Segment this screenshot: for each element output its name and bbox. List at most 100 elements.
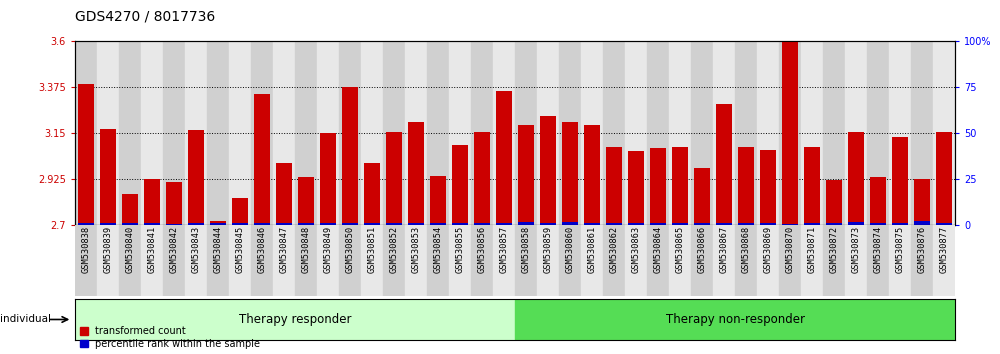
Bar [361,225,383,296]
Bar [603,41,625,225]
Text: individual: individual [0,314,51,325]
Text: GSM530842: GSM530842 [170,226,178,273]
Bar [870,177,886,225]
Bar [298,177,314,225]
Text: GSM530856: GSM530856 [478,226,486,273]
Bar [540,116,556,225]
Bar [713,225,735,296]
Text: GSM530877: GSM530877 [940,226,948,273]
Bar [625,41,647,225]
Bar [625,225,647,296]
Text: GSM530863: GSM530863 [632,226,640,273]
Text: GSM530876: GSM530876 [918,226,926,273]
Bar [628,223,644,225]
Bar [474,132,490,225]
Bar [166,224,182,225]
Bar [537,225,559,296]
Bar [232,223,248,225]
Bar [823,41,845,225]
Text: GSM530865: GSM530865 [676,226,684,273]
Bar [933,41,955,225]
Bar [185,41,207,225]
Bar [452,223,468,225]
Bar [823,225,845,296]
Text: GSM530855: GSM530855 [456,226,464,273]
Text: GSM530850: GSM530850 [346,226,354,273]
Bar [339,41,361,225]
Text: GSM530848: GSM530848 [302,226,310,273]
Bar [166,182,182,225]
Text: GSM530845: GSM530845 [236,226,244,273]
Bar [122,194,138,225]
Bar [254,94,270,225]
Bar [317,41,339,225]
Bar [911,41,933,225]
Bar [496,91,512,225]
Legend: transformed count, percentile rank within the sample: transformed count, percentile rank withi… [80,326,260,349]
Text: Therapy non-responder: Therapy non-responder [666,313,804,326]
Bar [867,225,889,296]
Bar [738,147,754,225]
Bar [716,223,732,225]
Bar [97,41,119,225]
Text: GSM530840: GSM530840 [126,226,134,273]
Bar [782,224,798,225]
Bar [254,223,270,225]
Bar [628,151,644,225]
Bar [559,41,581,225]
Bar [691,225,713,296]
Bar [276,223,292,225]
Bar [75,299,515,340]
Bar [210,221,226,225]
Bar [386,223,402,225]
Bar [672,147,688,225]
Bar [779,225,801,296]
Bar [584,223,600,225]
Bar [317,225,339,296]
Bar [848,132,864,225]
Bar [581,225,603,296]
Bar [474,223,490,225]
Bar [295,225,317,296]
Bar [738,223,754,225]
Bar [760,150,776,225]
Bar [848,222,864,225]
Bar [383,41,405,225]
Bar [650,223,666,225]
Bar [518,125,534,225]
Bar [801,225,823,296]
Bar [584,125,600,225]
Bar [845,225,867,296]
Bar [405,225,427,296]
Bar [364,164,380,225]
Bar [826,180,842,225]
Bar [141,225,163,296]
Bar [518,222,534,225]
Bar [320,133,336,225]
Bar [273,41,295,225]
Text: GSM530867: GSM530867 [720,226,728,273]
Text: GSM530854: GSM530854 [434,226,442,273]
Bar [779,41,801,225]
Bar [342,87,358,225]
Bar [364,223,380,225]
Bar [430,176,446,225]
Bar [427,225,449,296]
Bar [386,132,402,225]
Text: GSM530873: GSM530873 [852,226,860,273]
Bar [606,147,622,225]
Bar [757,41,779,225]
Bar [515,225,537,296]
Bar [449,41,471,225]
Bar [735,41,757,225]
Bar [804,147,820,225]
Bar [452,145,468,225]
Bar [694,167,710,225]
Bar [207,41,229,225]
Bar [408,223,424,225]
Bar [430,223,446,225]
Bar [229,225,251,296]
Bar [383,225,405,296]
Text: GSM530874: GSM530874 [874,226,883,273]
Bar [361,41,383,225]
